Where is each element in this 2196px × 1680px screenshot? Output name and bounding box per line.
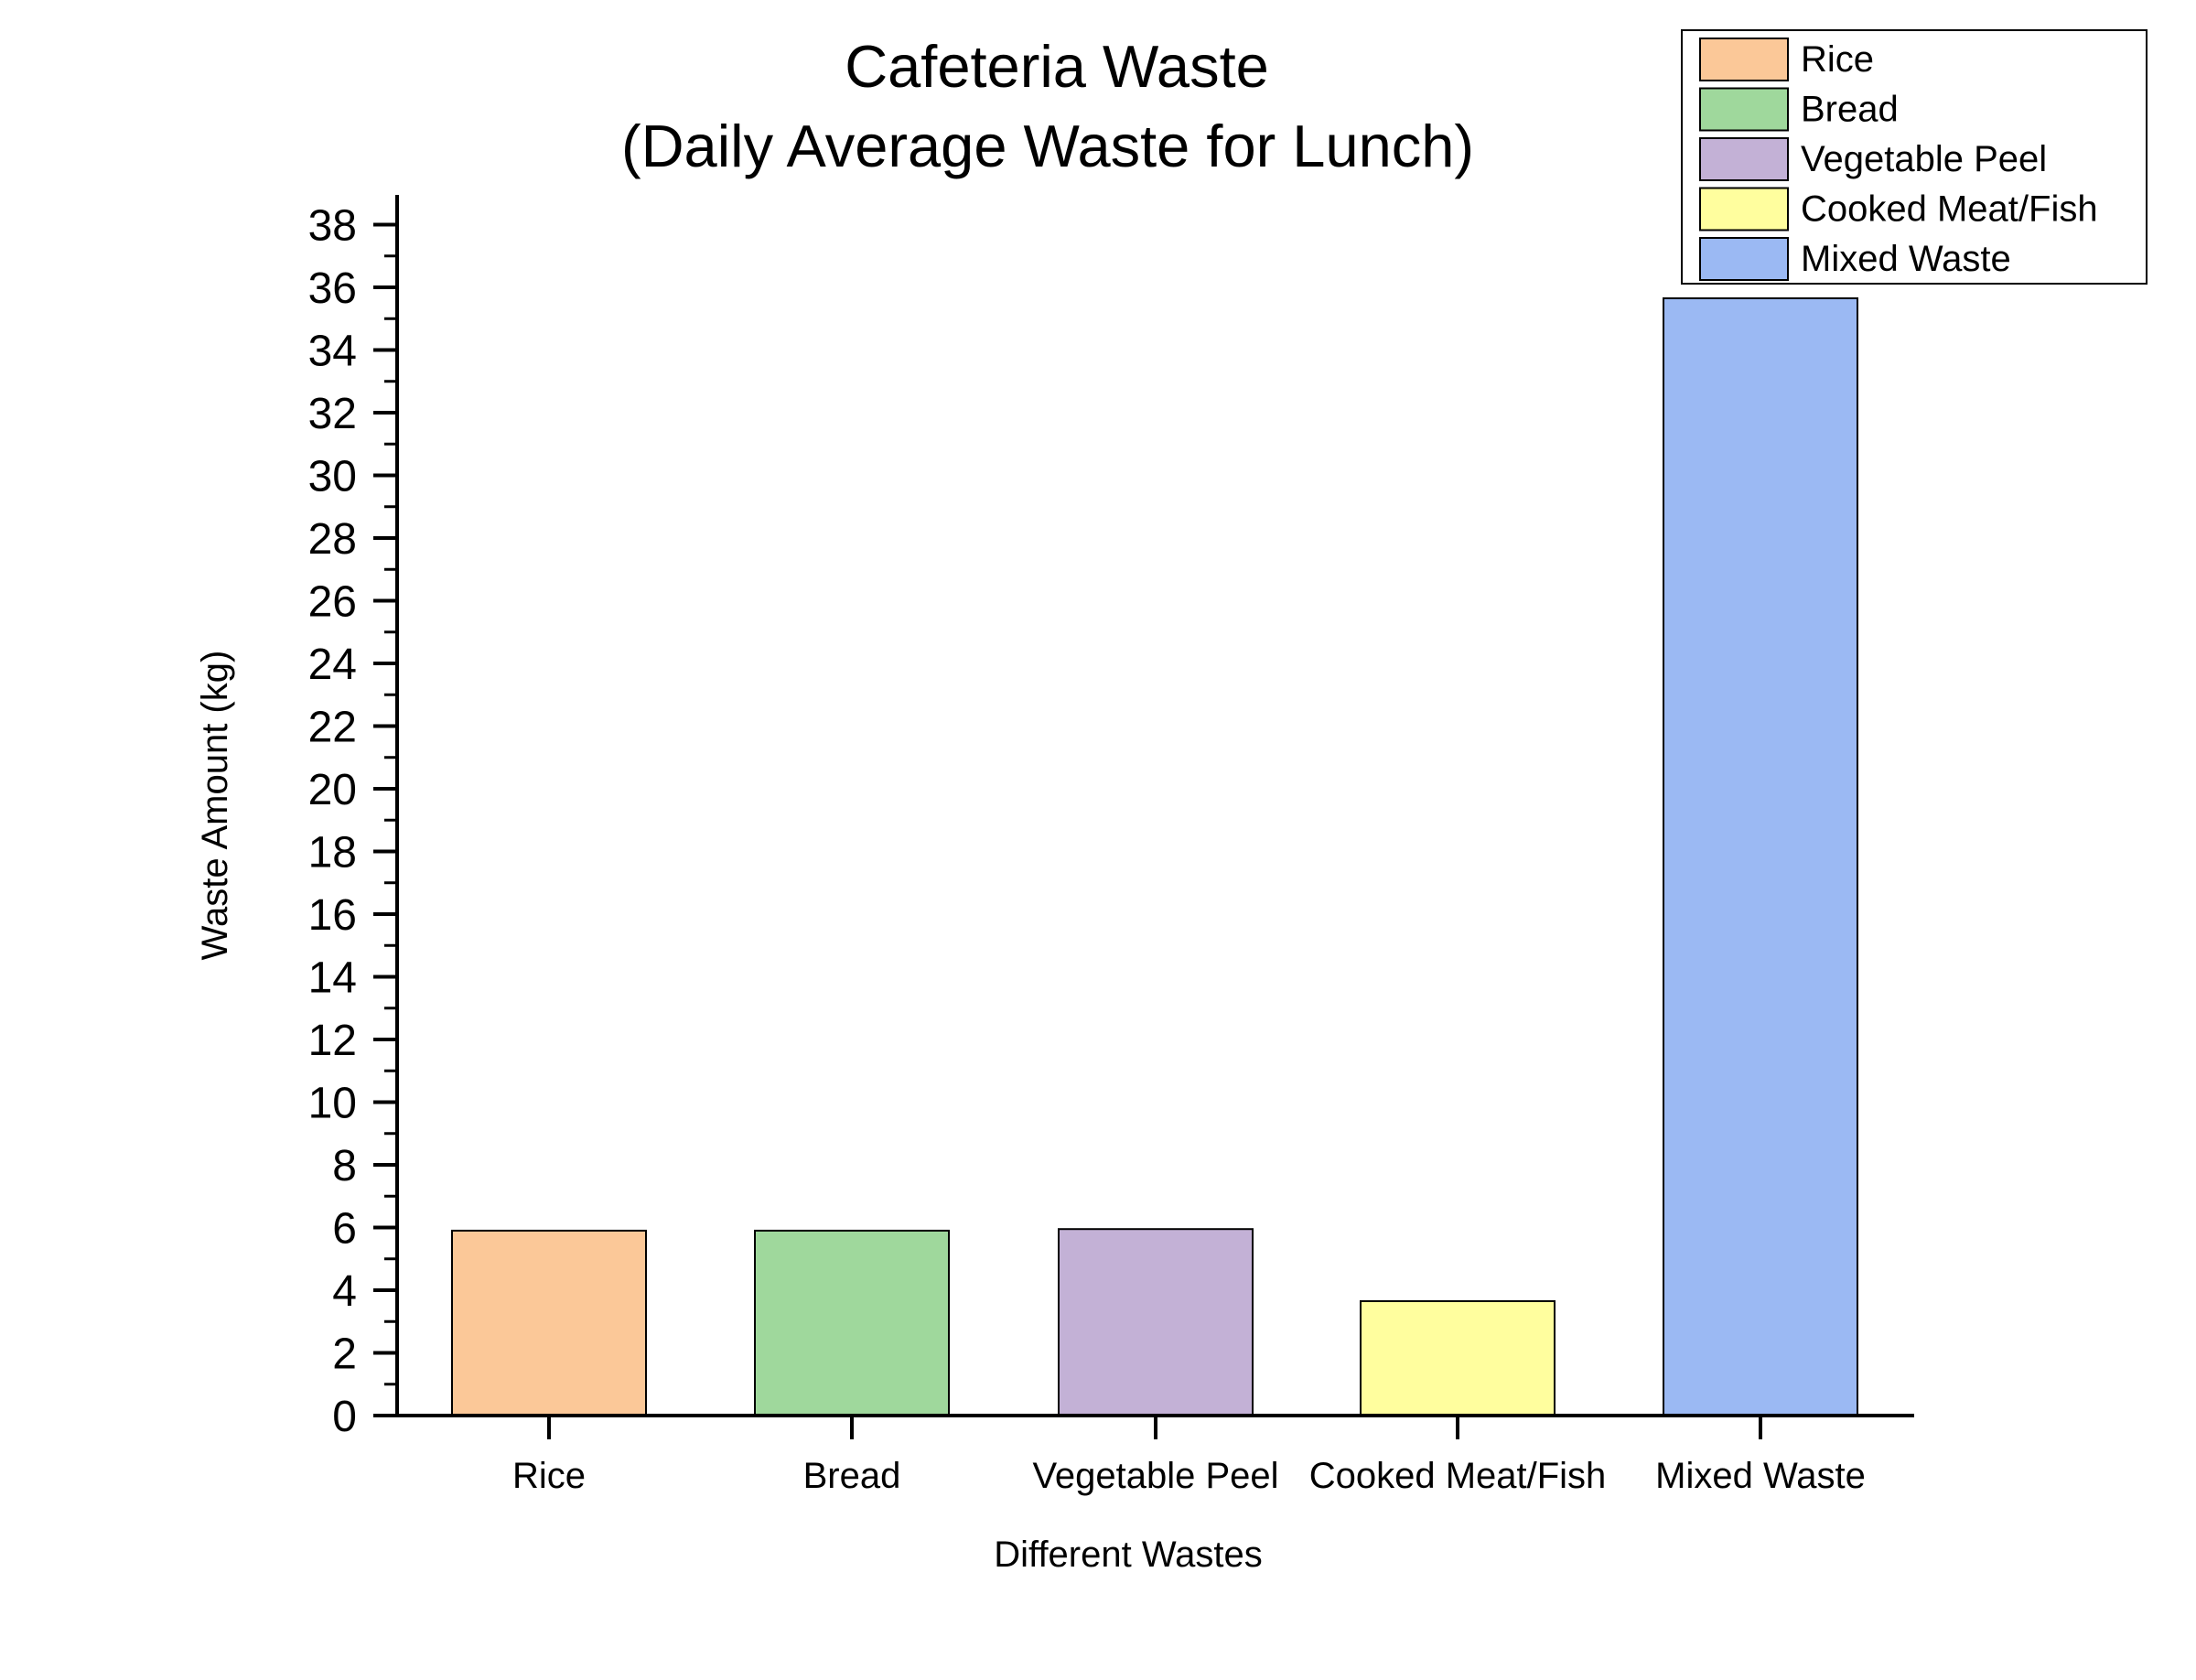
legend-label: Rice: [1801, 39, 1874, 80]
x-tick-label: Cooked Meat/Fish: [1309, 1456, 1607, 1496]
x-tick-label: Bread: [803, 1456, 901, 1496]
legend: Rice Bread Vegetable Peel Cooked Meat/Fish M…: [1681, 29, 2148, 285]
legend-swatch: [1699, 237, 1789, 281]
legend-swatch: [1699, 187, 1789, 232]
legend-swatch: [1699, 137, 1789, 181]
y-tick-label: 28: [308, 515, 357, 564]
y-tick-label: 4: [332, 1267, 357, 1316]
y-tick-label: 36: [308, 264, 357, 313]
legend-label: Vegetable Peel: [1801, 139, 2047, 179]
y-tick-label: 22: [308, 704, 357, 752]
legend-label: Bread: [1801, 90, 1899, 130]
x-tick-label: Mixed Waste: [1655, 1456, 1866, 1496]
y-tick-label: 14: [308, 954, 357, 1003]
x-tick-label: Rice: [512, 1456, 586, 1496]
legend-label: Mixed Waste: [1801, 239, 2011, 279]
bar-mixed-waste: [1663, 296, 1858, 1416]
chart-subtitle: (Daily Average Waste for Lunch): [621, 113, 1474, 179]
y-tick-label: 38: [308, 202, 357, 251]
y-tick-label: 18: [308, 829, 357, 878]
y-tick-label: 2: [332, 1330, 357, 1379]
y-tick-label: 32: [308, 390, 357, 438]
y-tick-label: 16: [308, 891, 357, 940]
legend-swatch: [1699, 38, 1789, 81]
bar-vegetable-peel: [1058, 1228, 1254, 1417]
y-tick-label: 8: [332, 1142, 357, 1190]
x-axis-title: Different Wastes: [994, 1535, 1262, 1575]
y-tick-label: 30: [308, 453, 357, 501]
x-tick-label: Vegetable Peel: [1032, 1456, 1278, 1496]
legend-swatch: [1699, 87, 1789, 132]
y-tick-label: 10: [308, 1080, 357, 1128]
chart-title: Cafeteria Waste: [845, 33, 1269, 100]
bars-group: [451, 296, 1858, 1417]
bar-bread: [754, 1229, 950, 1417]
y-tick-label: 12: [308, 1017, 357, 1065]
y-tick-label: 26: [308, 578, 357, 627]
y-tick-label: 20: [308, 766, 357, 814]
y-tick-label: 0: [332, 1393, 357, 1441]
legend-label: Cooked Meat/Fish: [1801, 189, 2098, 230]
x-axis-categories: Rice Bread Vegetable Peel Cooked Meat/Fish M…: [512, 1416, 1866, 1496]
bar-rice: [451, 1229, 647, 1417]
bar-cooked-meat-fish: [1360, 1299, 1556, 1417]
y-tick-label: 34: [308, 328, 357, 376]
y-tick-label: 6: [332, 1205, 357, 1254]
y-axis-title: Waste Amount (kg): [195, 651, 235, 961]
legend-items: Rice Bread Vegetable Peel Cooked Meat/Fish M…: [1699, 38, 2098, 281]
y-tick-label: 24: [308, 641, 357, 689]
